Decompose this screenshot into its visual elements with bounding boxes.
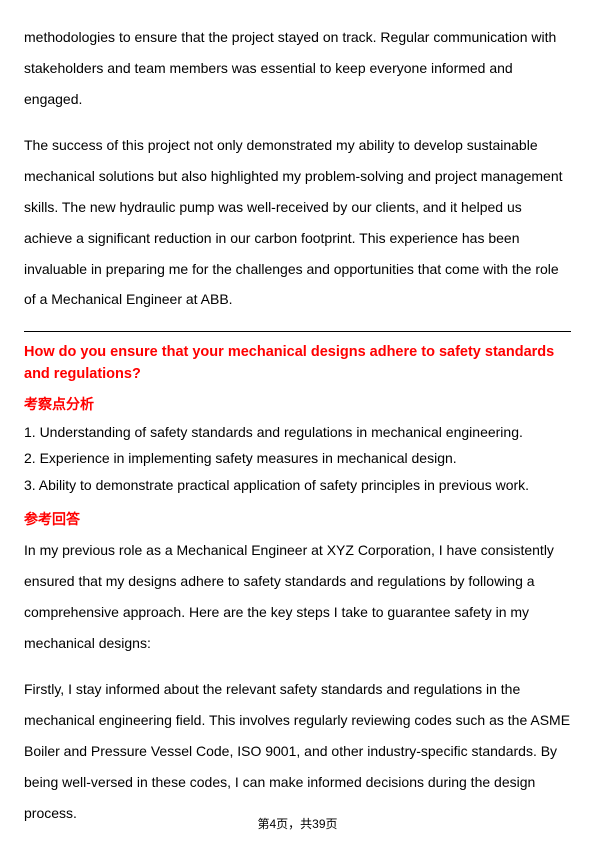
answer-paragraph-1: In my previous role as a Mechanical Engi… [24, 535, 571, 658]
analysis-label: 考察点分析 [24, 394, 571, 414]
section-divider [24, 331, 571, 332]
analysis-point-1: 1. Understanding of safety standards and… [24, 420, 571, 445]
answer-paragraph-2: Firstly, I stay informed about the relev… [24, 674, 571, 828]
interview-question: How do you ensure that your mechanical d… [24, 342, 571, 386]
analysis-point-3: 3. Ability to demonstrate practical appl… [24, 473, 571, 498]
answer-label: 参考回答 [24, 509, 571, 529]
body-paragraph-1: methodologies to ensure that the project… [24, 22, 571, 114]
analysis-point-2: 2. Experience in implementing safety mea… [24, 446, 571, 471]
body-paragraph-2: The success of this project not only dem… [24, 130, 571, 315]
page-footer: 第4页，共39页 [0, 815, 595, 832]
